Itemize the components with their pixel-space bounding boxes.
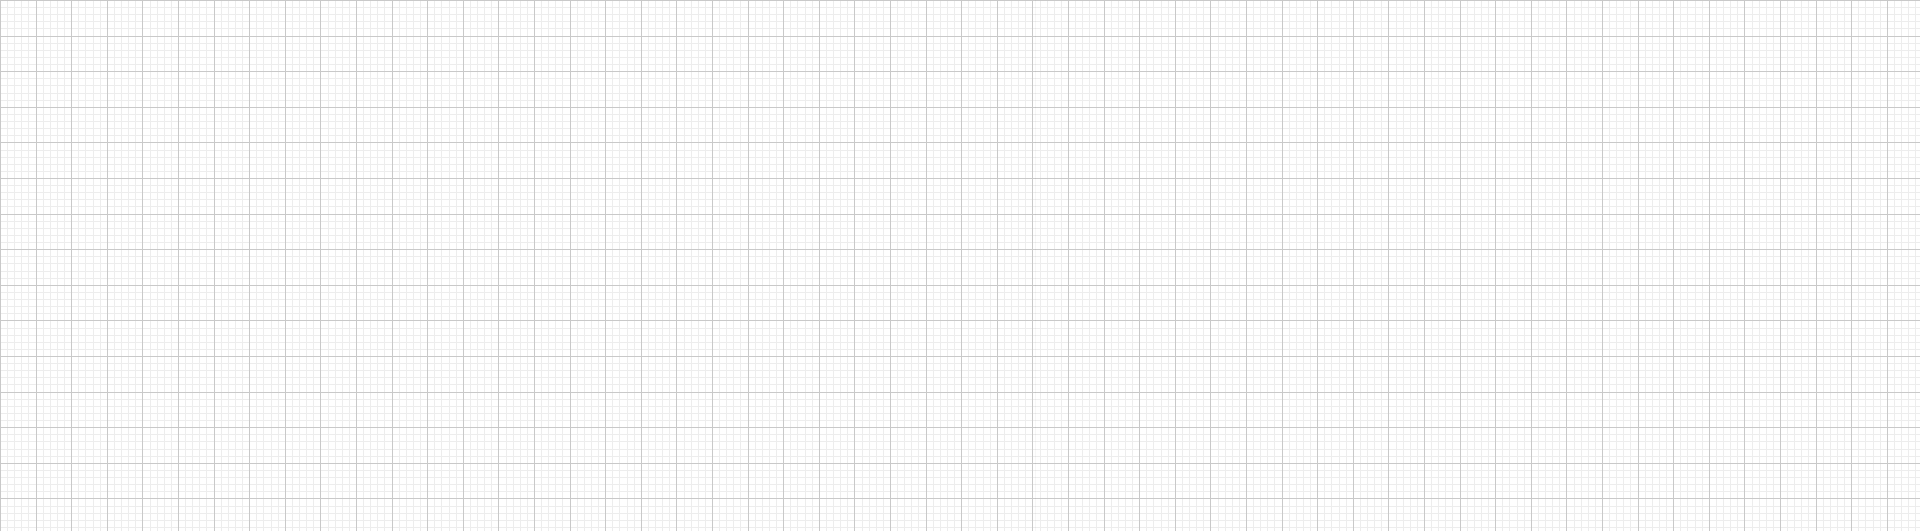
page-seam — [1035, 0, 1036, 531]
